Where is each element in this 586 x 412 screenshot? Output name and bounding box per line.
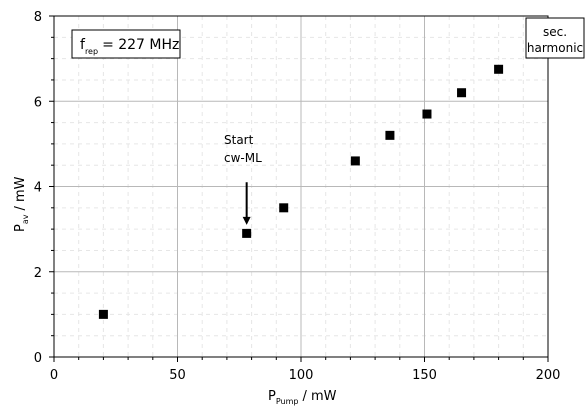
y-axis-title-sub: av <box>21 214 30 224</box>
x-axis-title-unit: / mW <box>302 389 336 404</box>
rep-rate-box <box>71 29 181 59</box>
x-tick-label: 150 <box>412 368 437 383</box>
start-label-line2: cw-ML <box>224 151 262 165</box>
data-point <box>457 88 467 98</box>
x-axis-title-sub: Pump <box>276 397 299 406</box>
y-tick-label: 4 <box>34 181 42 196</box>
sec-harmonic-line2: harmonic <box>527 41 583 55</box>
y-tick-label: 2 <box>34 266 42 281</box>
major-grid <box>54 16 548 357</box>
data-points <box>98 64 504 319</box>
y-tick-label: 6 <box>34 95 42 110</box>
data-point <box>98 309 108 319</box>
sec-harmonic-annotation: sec. harmonic <box>525 17 585 59</box>
data-point <box>385 130 395 140</box>
y-tick-label: 8 <box>34 10 42 25</box>
start-annotation: Start cw-ML <box>224 133 262 225</box>
x-axis-title: PPump / mW <box>268 389 337 406</box>
x-tick-label: 50 <box>169 368 186 383</box>
x-tick-label: 200 <box>536 368 561 383</box>
rep-rate-main: f <box>80 37 86 53</box>
data-point <box>422 109 432 119</box>
start-label-line1: Start <box>224 133 254 147</box>
sec-harmonic-line1: sec. <box>543 25 567 39</box>
x-axis-title-main: P <box>268 389 276 404</box>
x-tick-label: 100 <box>289 368 314 383</box>
rep-rate-sub: rep <box>85 47 98 56</box>
x-ticks: 0 50 100 150 200 <box>50 357 561 383</box>
rep-rate-text: frep = 227 MHz <box>80 37 179 56</box>
data-point <box>350 156 360 166</box>
rep-rate-annotation: frep = 227 MHz <box>71 29 181 59</box>
start-arrow-head <box>242 216 251 225</box>
data-point <box>494 64 504 74</box>
sec-harmonic-box <box>525 17 585 59</box>
y-tick-label: 0 <box>34 351 42 366</box>
rep-rate-value: = 227 MHz <box>102 37 179 53</box>
y-axis-title: Pav / mW <box>13 176 30 232</box>
y-axis-title-main: P <box>13 224 28 232</box>
data-point <box>242 228 252 238</box>
data-point <box>279 203 289 213</box>
y-axis-title-unit: / mW <box>13 176 28 210</box>
y-ticks: 0 2 4 6 8 <box>34 10 54 366</box>
x-tick-label: 0 <box>50 368 58 383</box>
